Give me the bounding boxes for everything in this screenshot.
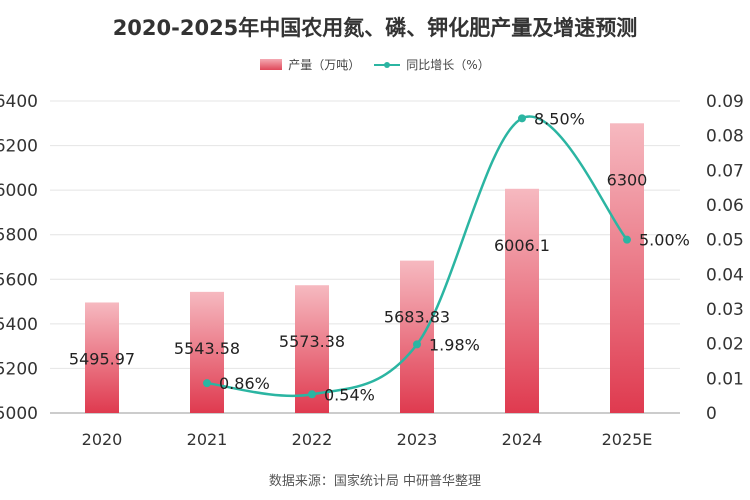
bar bbox=[190, 291, 224, 413]
line-point bbox=[518, 114, 526, 123]
left-tick-label: 6400 bbox=[0, 92, 38, 112]
right-tick-label: 0.07 bbox=[706, 161, 744, 181]
x-tick-label: 2025E bbox=[602, 430, 653, 449]
bar bbox=[505, 188, 539, 413]
left-tick-label: 6000 bbox=[0, 181, 38, 201]
right-tick-label: 0.01 bbox=[706, 369, 744, 389]
x-tick-label: 2023 bbox=[397, 430, 438, 449]
right-tick-label: 0.08 bbox=[706, 127, 744, 147]
line-point bbox=[623, 235, 631, 244]
right-tick-label: 0.05 bbox=[706, 231, 744, 251]
right-tick-label: 0.09 bbox=[706, 92, 744, 112]
x-tick-label: 2024 bbox=[502, 430, 543, 449]
line-point bbox=[413, 340, 421, 349]
right-tick-label: 0 bbox=[706, 404, 717, 424]
left-tick-label: 5000 bbox=[0, 404, 38, 424]
right-tick-label: 0.03 bbox=[706, 300, 744, 320]
bar-data-label: 6300 bbox=[607, 170, 648, 189]
line-data-label: 0.54% bbox=[324, 385, 375, 404]
line-data-label: 0.86% bbox=[219, 374, 270, 393]
x-tick-label: 2021 bbox=[187, 430, 228, 449]
right-tick-label: 0.04 bbox=[706, 265, 744, 285]
bar-data-label: 5495.97 bbox=[69, 349, 135, 368]
bar-data-label: 6006.1 bbox=[494, 236, 550, 255]
line-data-label: 8.50% bbox=[534, 109, 585, 128]
source-note: 数据来源：国家统计局 中研普华整理 bbox=[268, 474, 482, 489]
line-point bbox=[308, 390, 316, 399]
line-data-label: 1.98% bbox=[429, 335, 480, 354]
legend: 产量（万吨） 同比增长（%） bbox=[0, 56, 750, 73]
left-tick-label: 5200 bbox=[0, 359, 38, 379]
left-tick-label: 6200 bbox=[0, 137, 38, 157]
left-tick-label: 5600 bbox=[0, 270, 38, 290]
legend-bar-label: 产量（万吨） bbox=[288, 58, 361, 72]
right-tick-label: 0.02 bbox=[706, 335, 744, 355]
line-data-label: 5.00% bbox=[639, 231, 690, 250]
left-tick-label: 5400 bbox=[0, 315, 38, 335]
legend-bar-swatch bbox=[260, 59, 283, 70]
x-tick-label: 2022 bbox=[292, 430, 333, 449]
legend-line-swatch bbox=[374, 60, 401, 70]
bar-data-label: 5543.58 bbox=[174, 339, 240, 358]
line-point bbox=[203, 379, 211, 388]
bar-data-label: 5573.38 bbox=[279, 332, 345, 351]
bar bbox=[400, 260, 434, 413]
bar bbox=[85, 302, 119, 413]
bar bbox=[610, 123, 644, 414]
x-tick-label: 2020 bbox=[82, 430, 123, 449]
right-tick-label: 0.06 bbox=[706, 196, 744, 216]
bar-data-label: 5683.83 bbox=[384, 308, 450, 327]
growth-line bbox=[206, 115, 628, 398]
chart-title: 2020-2025年中国农用氮、磷、钾化肥产量及增速预测 bbox=[112, 16, 638, 40]
left-tick-label: 5800 bbox=[0, 226, 38, 246]
legend-line-label: 同比增长（%） bbox=[406, 58, 490, 72]
